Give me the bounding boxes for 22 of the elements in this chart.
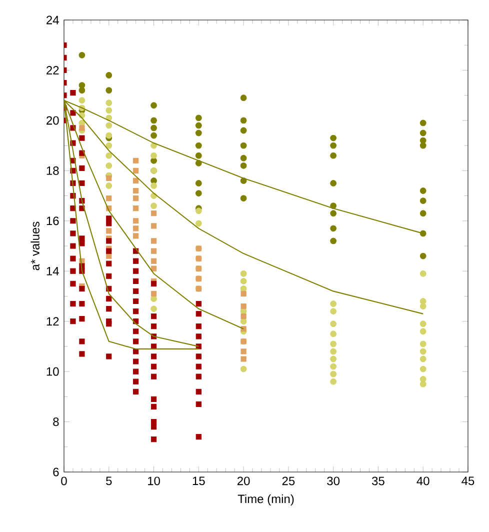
y-tick-label: 16 xyxy=(46,216,59,226)
y-tick-label: 12 xyxy=(46,317,59,326)
y-axis-title: a* values xyxy=(30,222,40,270)
x-tick-label: 35 xyxy=(372,476,384,486)
y-tick-label: 8 xyxy=(53,418,59,426)
y-tick-label: 24 xyxy=(46,16,59,24)
x-tick-label: 20 xyxy=(237,476,250,486)
x-axis-title: Time (min) xyxy=(238,494,294,506)
x-tick-label: 25 xyxy=(282,476,295,486)
x-tick-label: 45 xyxy=(462,476,474,486)
y-tick-label: 6 xyxy=(53,468,59,476)
y-tick-label: 22 xyxy=(46,66,59,74)
y-tick-label: 10 xyxy=(46,367,59,376)
y-tick-label: 18 xyxy=(46,166,59,175)
x-tick-label: 10 xyxy=(148,476,160,486)
x-tick-label: 15 xyxy=(192,476,205,486)
x-tick-label: 40 xyxy=(416,476,430,486)
x-tick-label: 0 xyxy=(61,476,67,486)
x-tick-label: 30 xyxy=(327,476,340,486)
x-tick-label: 5 xyxy=(106,476,112,486)
y-tick-label: 20 xyxy=(46,116,59,125)
y-tick-label: 14 xyxy=(46,266,59,276)
